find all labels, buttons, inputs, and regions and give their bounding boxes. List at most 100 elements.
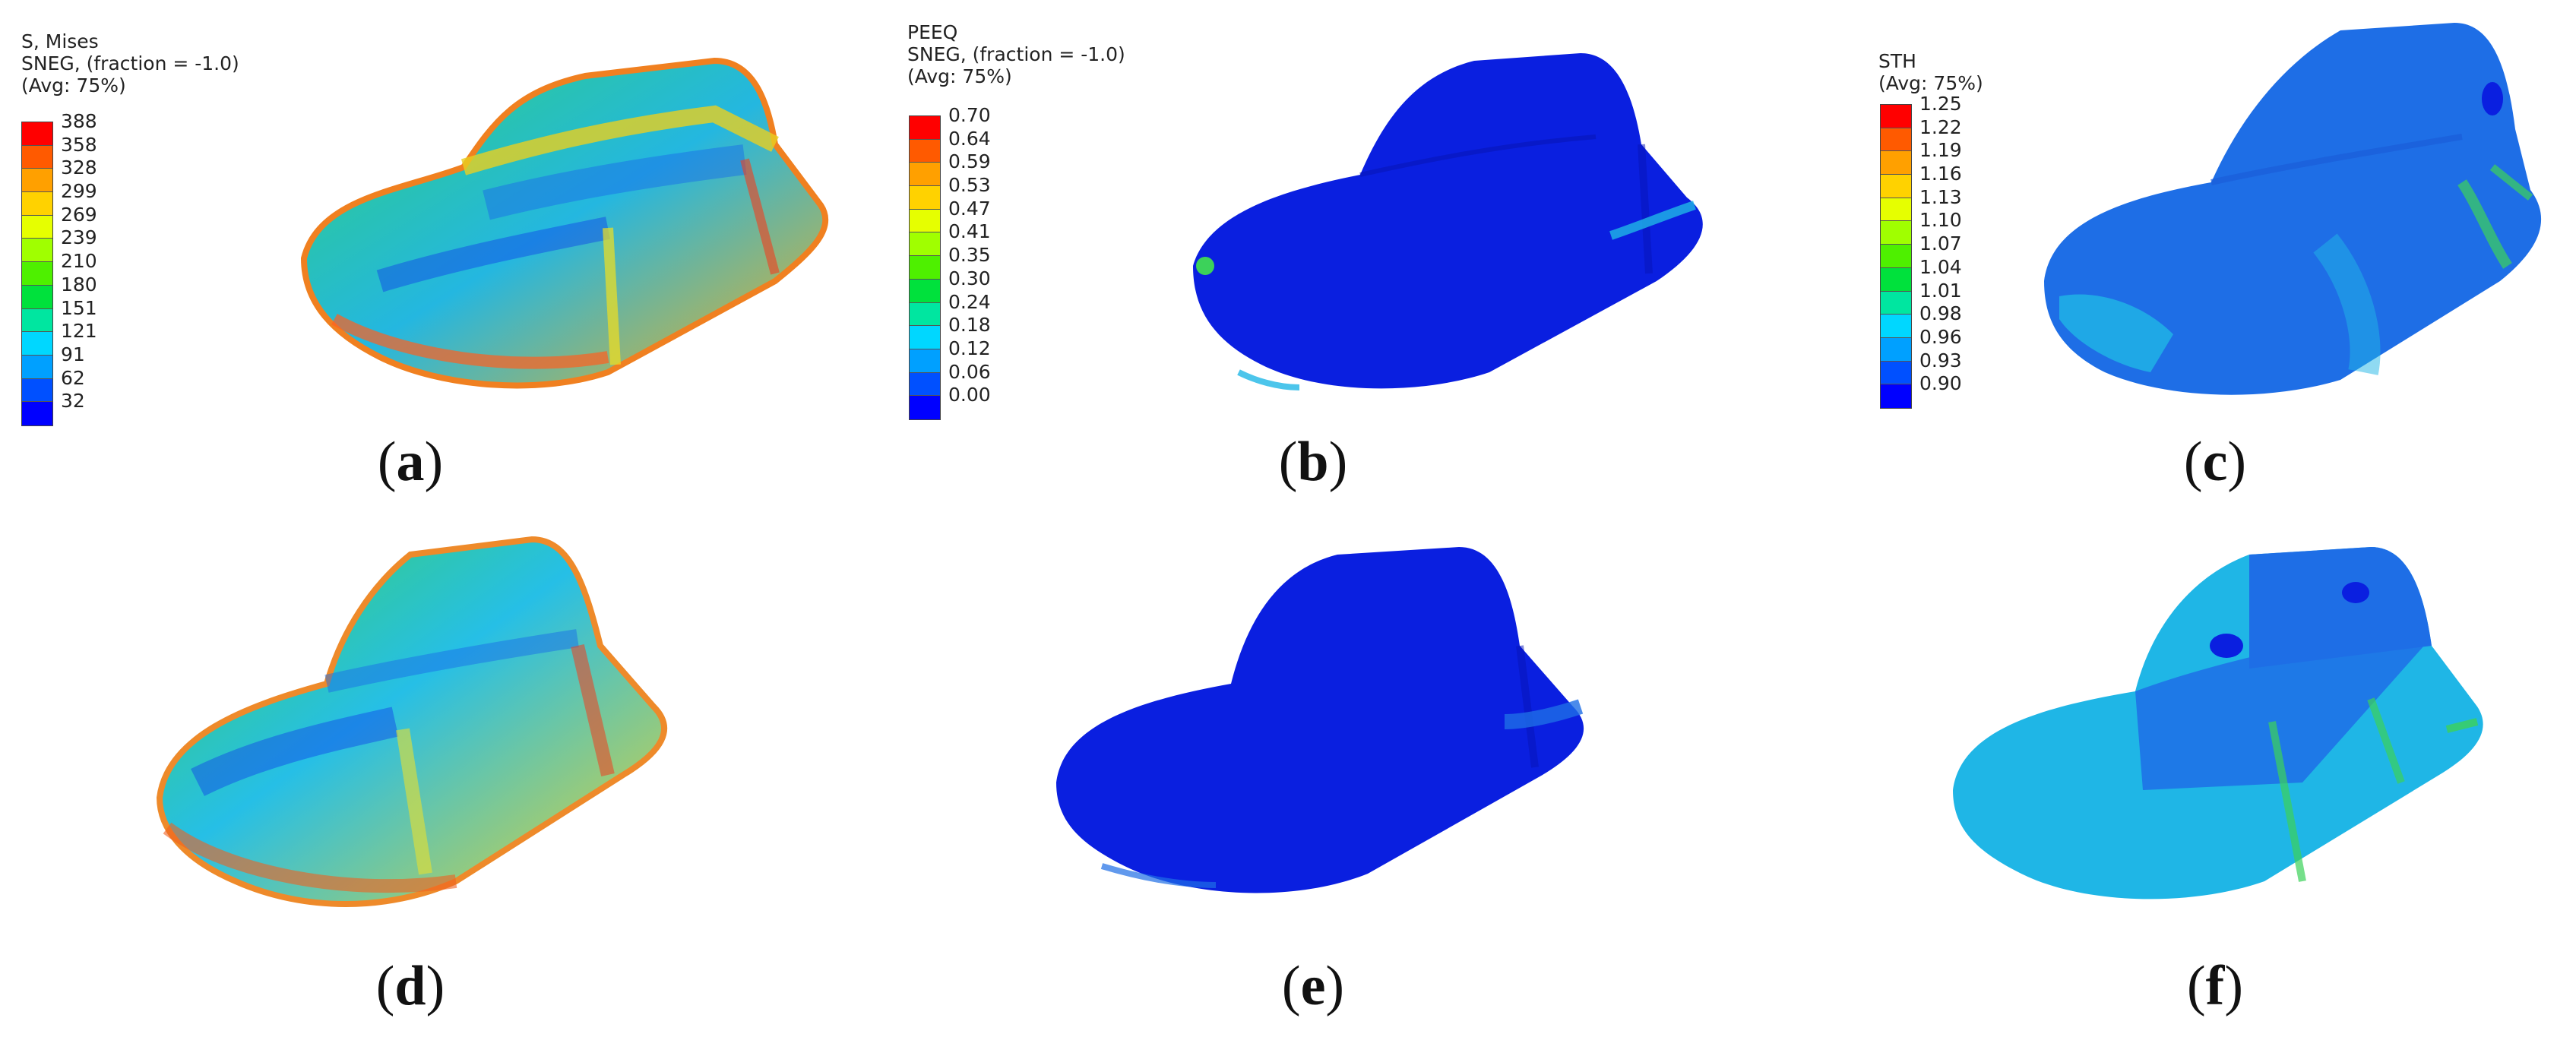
legend-a: S, Mises SNEG, (fraction = -1.0) (Avg: 7… [21, 30, 239, 96]
car-model-a [300, 57, 829, 389]
legend-swatch [1881, 175, 1911, 198]
legend-tick: 358 [61, 133, 97, 156]
legend-swatch [22, 285, 52, 309]
legend-tick: 328 [61, 156, 97, 179]
legend-c-avg: (Avg: 75%) [1878, 72, 1983, 94]
legend-tick: 0.53 [948, 174, 991, 197]
legend-tick: 1.25 [1919, 93, 1962, 115]
legend-tick: 299 [61, 180, 97, 203]
caption-paren-open: ( [2187, 955, 2206, 1017]
car-model-c [2044, 23, 2542, 395]
legend-a-colorbar [21, 122, 53, 426]
legend-tick: 121 [61, 320, 97, 343]
legend-swatch [910, 186, 940, 210]
legend-swatch [22, 145, 52, 169]
caption-paren-open: ( [1281, 955, 1301, 1017]
legend-tick: 1.07 [1919, 232, 1962, 255]
legend-tick: 0.24 [948, 290, 991, 313]
legend-swatch [1881, 384, 1911, 408]
legend-b-ticks: 0.70 0.64 0.59 0.53 0.47 0.41 0.35 0.30 … [948, 104, 991, 407]
legend-swatch [22, 262, 52, 286]
legend-b-title: PEEQ [907, 21, 958, 43]
legend-swatch [910, 209, 940, 233]
caption-letter: e [1300, 955, 1326, 1017]
legend-swatch [1881, 221, 1911, 245]
legend-swatch [22, 169, 52, 193]
legend-c-colorbar [1880, 104, 1912, 409]
legend-tick: 62 [61, 366, 85, 389]
legend-swatch [1881, 245, 1911, 268]
legend-swatch [1881, 337, 1911, 362]
legend-swatch [22, 239, 52, 263]
caption-paren-open: ( [375, 955, 395, 1017]
legend-tick: 0.35 [948, 244, 991, 267]
legend-tick: 1.10 [1919, 209, 1962, 232]
legend-swatch [22, 192, 52, 216]
legend-c-ticks: 1.25 1.22 1.19 1.16 1.13 1.10 1.07 1.04 … [1919, 93, 1962, 396]
legend-swatch [22, 215, 52, 239]
caption-e: (e) [1237, 956, 1389, 1016]
legend-swatch [1881, 315, 1911, 338]
caption-paren-close: ) [424, 431, 444, 493]
legend-tick: 1.04 [1919, 255, 1962, 278]
legend-tick: 0.59 [948, 150, 991, 173]
legend-tick: 1.19 [1919, 139, 1962, 162]
legend-a-ticks: 388 358 328 299 269 239 210 180 151 121 … [61, 110, 97, 413]
legend-tick: 269 [61, 203, 97, 226]
caption-paren-close: ) [1325, 955, 1345, 1017]
legend-tick: 151 [61, 296, 97, 319]
legend-swatch [910, 396, 940, 419]
legend-b-colorbar [909, 115, 941, 420]
legend-b: PEEQ SNEG, (fraction = -1.0) (Avg: 75%) [907, 21, 1125, 87]
legend-swatch [910, 372, 940, 397]
legend-swatch [22, 308, 52, 333]
legend-tick: 0.06 [948, 360, 991, 383]
car-model-e [1056, 547, 1584, 893]
legend-tick: 0.90 [1919, 372, 1962, 395]
legend-tick: 210 [61, 250, 97, 273]
legend-swatch [910, 279, 940, 303]
legend-tick: 0.93 [1919, 349, 1962, 371]
caption-letter: a [396, 431, 425, 493]
legend-tick: 388 [61, 110, 97, 132]
legend-tick: 1.16 [1919, 163, 1962, 185]
caption-paren-close: ) [426, 955, 445, 1017]
legend-swatch [910, 232, 940, 257]
caption-c: (c) [2139, 432, 2291, 492]
legend-a-title: S, Mises [21, 30, 99, 52]
legend-swatch [1881, 198, 1911, 222]
legend-swatch [1881, 105, 1911, 128]
legend-tick: 0.00 [948, 384, 991, 406]
caption-a: (a) [334, 432, 486, 492]
legend-swatch [22, 122, 52, 146]
car-model-b [1193, 53, 1703, 390]
car-model-f [1953, 547, 2483, 899]
legend-tick: 1.13 [1919, 185, 1962, 208]
legend-tick: 0.41 [948, 220, 991, 243]
legend-swatch [910, 163, 940, 187]
caption-letter: f [2205, 955, 2225, 1017]
legend-tick: 0.47 [948, 197, 991, 220]
legend-b-avg: (Avg: 75%) [907, 65, 1012, 87]
caption-paren-open: ( [1278, 431, 1298, 493]
legend-a-avg: (Avg: 75%) [21, 74, 126, 96]
legend-c: STH (Avg: 75%) [1878, 50, 1983, 94]
caption-paren-close: ) [2227, 431, 2247, 493]
car-model-d [156, 536, 668, 907]
legend-tick: 32 [61, 390, 85, 413]
legend-tick: 0.18 [948, 314, 991, 337]
caption-paren-close: ) [2224, 955, 2243, 1017]
legend-swatch [910, 326, 940, 349]
legend-tick: 0.96 [1919, 325, 1962, 348]
legend-swatch [22, 332, 52, 356]
legend-swatch [1881, 291, 1911, 315]
caption-d: (d) [334, 956, 486, 1016]
legend-tick: 0.98 [1919, 302, 1962, 325]
caption-f: (f) [2139, 956, 2291, 1016]
legend-tick: 180 [61, 273, 97, 296]
legend-tick: 91 [61, 343, 85, 365]
legend-c-title: STH [1878, 50, 1916, 72]
legend-swatch [1881, 128, 1911, 152]
caption-letter: d [394, 955, 426, 1017]
